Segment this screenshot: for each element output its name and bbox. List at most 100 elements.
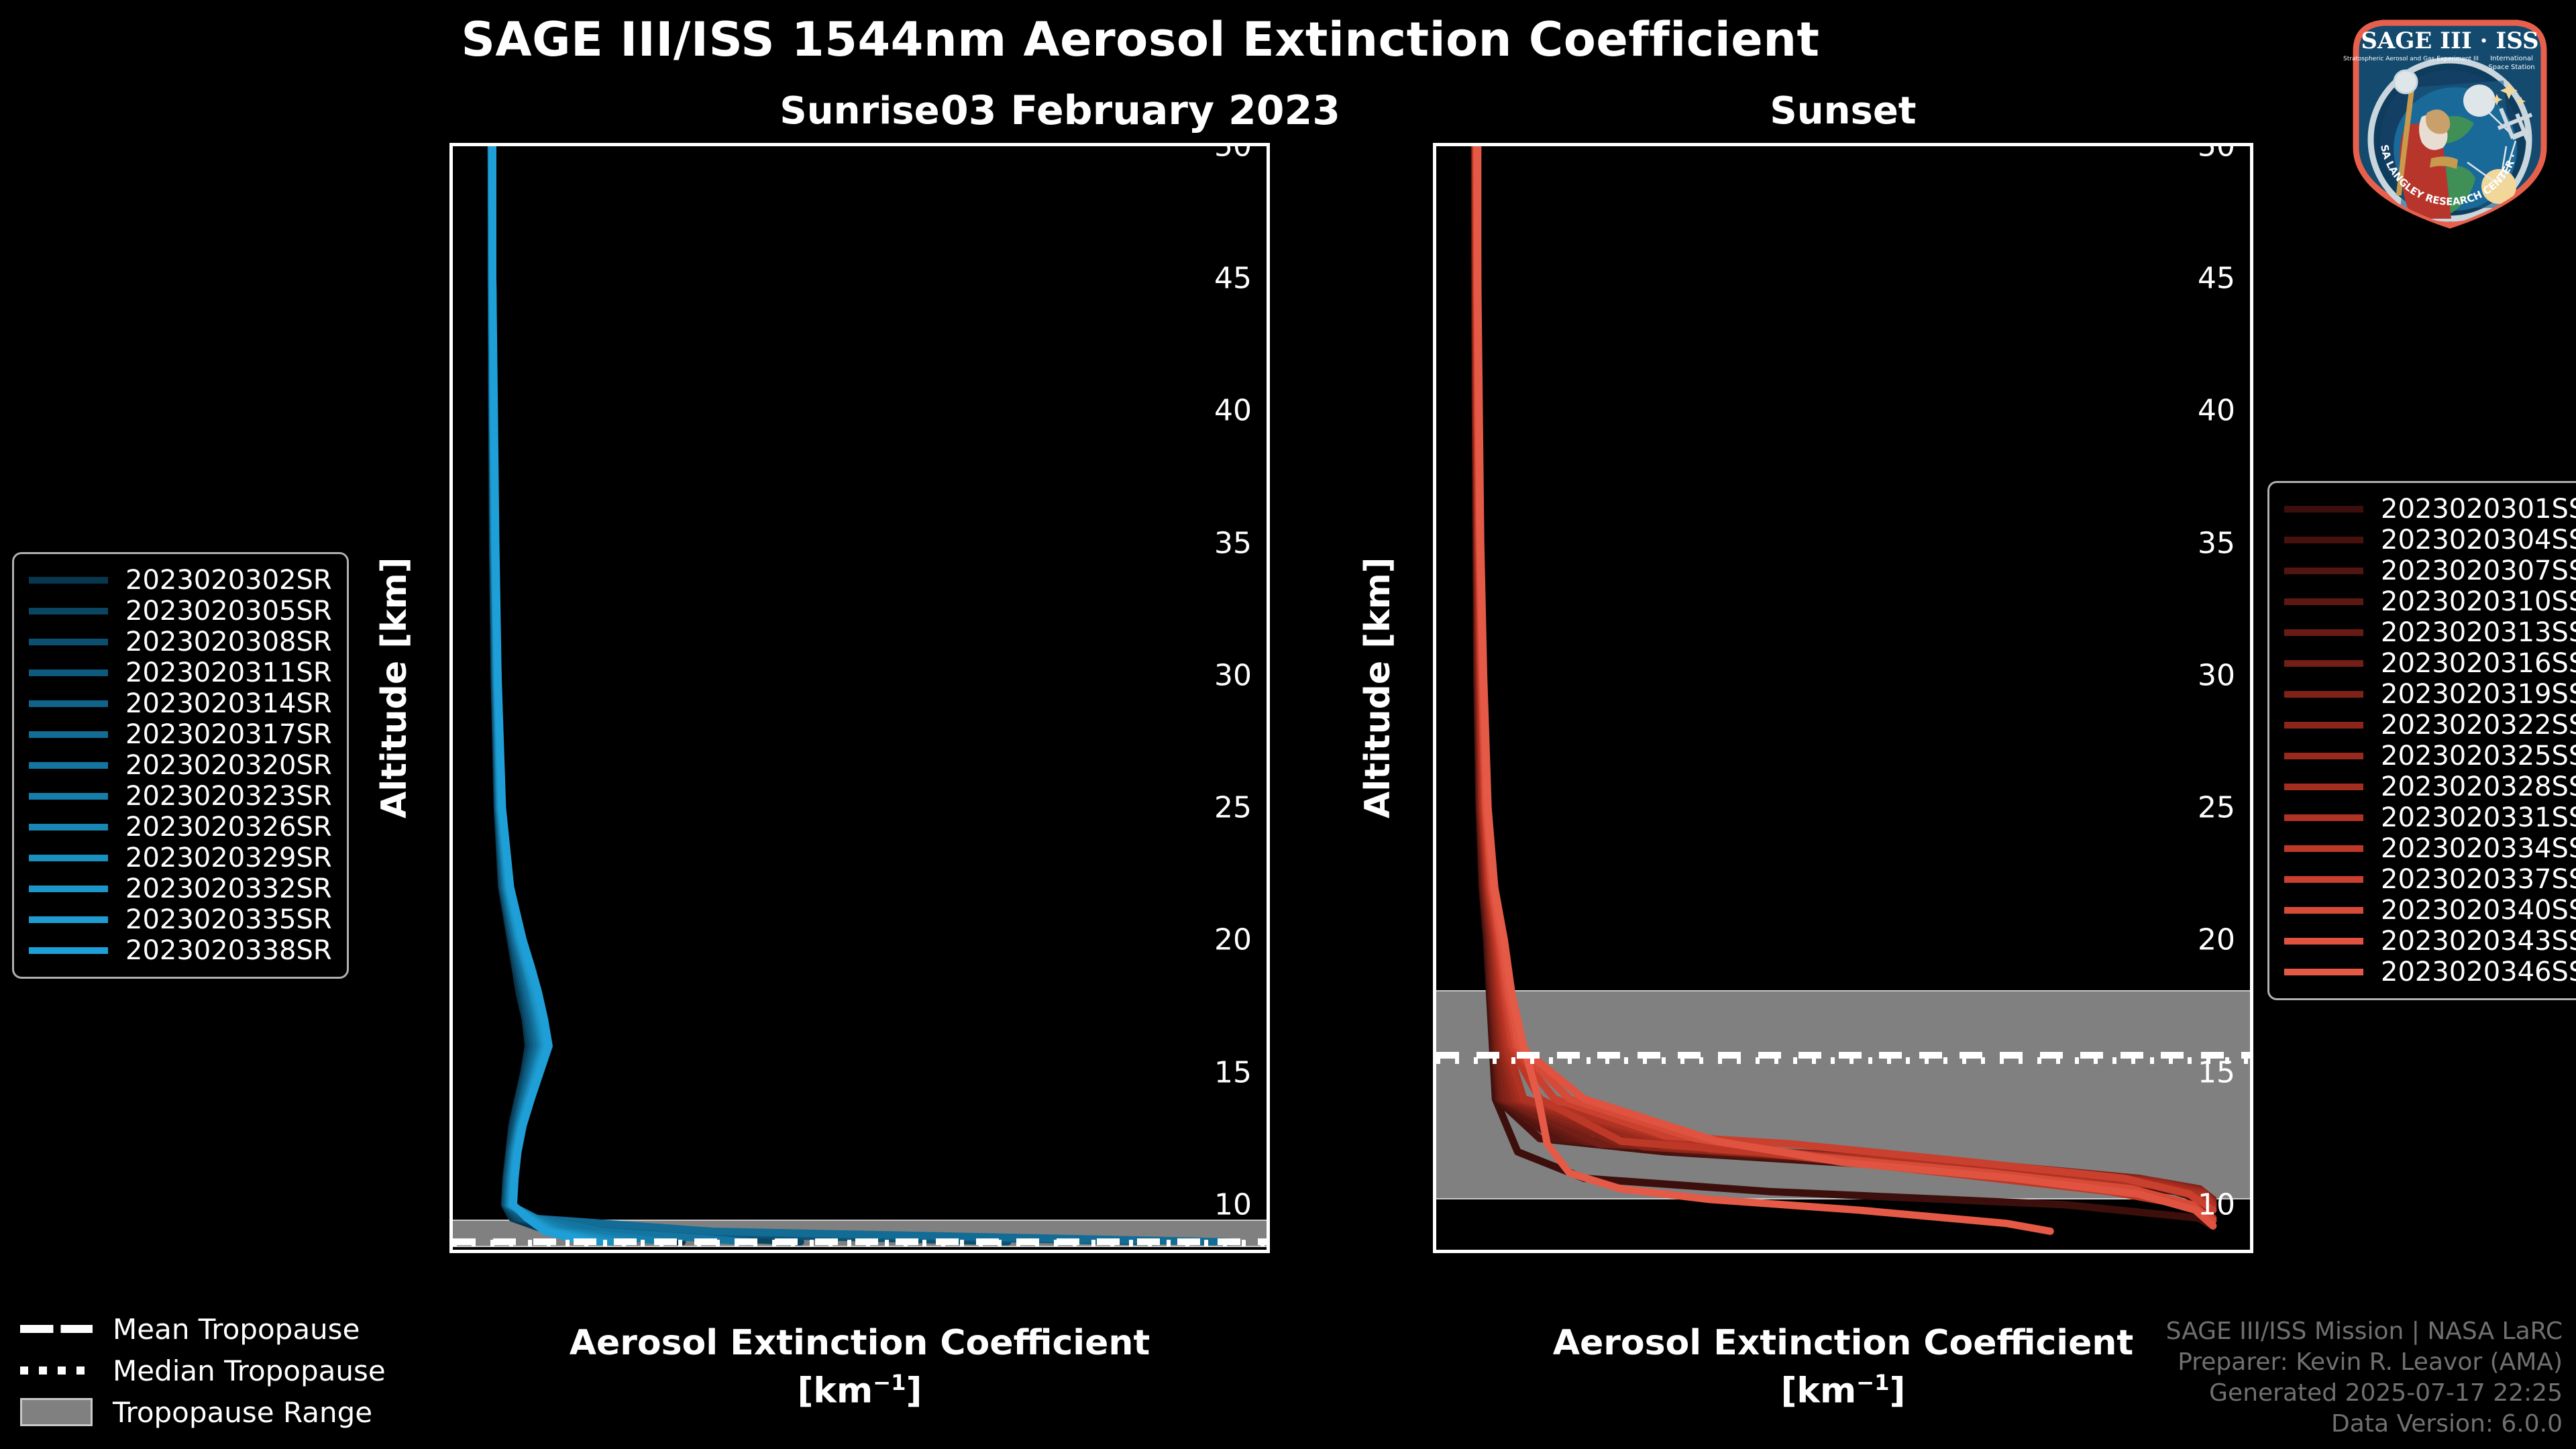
sunrise-legend[interactable]: 2023020302SR 2023020305SR 2023020308SR 2023… — [12, 552, 349, 979]
legend-event-label: 2023020319SS — [2381, 679, 2576, 710]
x-axis-tick-mark — [1768, 1250, 1770, 1253]
legend-item[interactable]: 2023020329SR — [29, 843, 332, 873]
legend-item[interactable]: 2023020325SS — [2284, 741, 2576, 771]
unit-prefix: [km — [797, 1371, 873, 1411]
legend-item[interactable]: 2023020304SS — [2284, 525, 2576, 555]
sunset-legend[interactable]: 2023020301SS 2023020304SS 2023020307SS 2023… — [2267, 481, 2576, 1000]
legend-item[interactable]: 2023020302SR — [29, 565, 332, 596]
legend-event-label: 2023020307SS — [2381, 555, 2576, 586]
legend-event-label: 2023020310SS — [2381, 586, 2576, 617]
profile-line — [1477, 146, 2213, 1208]
legend-item[interactable]: 2023020317SR — [29, 719, 332, 750]
legend-event-label: 2023020332SR — [125, 873, 332, 904]
filled-box-icon — [20, 1398, 93, 1426]
profile-line — [1475, 146, 2213, 1202]
y-axis-tick-label: 50 — [2198, 143, 2235, 164]
legend-item[interactable]: 2023020305SR — [29, 596, 332, 627]
legend-item[interactable]: 2023020320SR — [29, 750, 332, 781]
profile-line — [1475, 146, 2213, 1202]
x-axis-tick-mark — [637, 1250, 639, 1253]
legend-item[interactable]: 2023020319SS — [2284, 679, 2576, 710]
patch-subtitle-left: Stratospheric Aerosol and Gas Experiment… — [2343, 56, 2479, 62]
legend-item[interactable]: 2023020337SS — [2284, 864, 2576, 895]
y-axis-tick-label: 20 — [1214, 922, 1252, 957]
legend-item[interactable]: 2023020343SS — [2284, 926, 2576, 957]
tropopause-legend: Mean Tropopause Median Tropopause Tropop… — [20, 1308, 386, 1433]
legend-item[interactable]: 2023020313SS — [2284, 617, 2576, 648]
legend-line-swatch — [2284, 691, 2363, 698]
y-axis-tick-label: 20 — [2198, 922, 2235, 957]
profile-line — [1474, 146, 2213, 1226]
legend-item[interactable]: 2023020331SS — [2284, 802, 2576, 833]
x-axis-tick-mark — [2212, 1250, 2214, 1253]
legend-label-tropopause-range: Tropopause Range — [113, 1395, 373, 1429]
sunset-panel-heading: Sunset — [1770, 89, 1917, 133]
legend-item[interactable]: 2023020311SR — [29, 657, 332, 688]
patch-figure — [2393, 69, 2458, 219]
x-axis-tick-mark — [1228, 1250, 1231, 1253]
y-axis-tick-mark — [1433, 145, 1436, 148]
x-axis-tick-mark — [784, 1250, 787, 1253]
legend-line-swatch — [29, 824, 108, 830]
y-axis-tick-mark — [1433, 277, 1436, 280]
legend-event-label: 2023020337SS — [2381, 864, 2576, 895]
credit-mission: SAGE III/ISS Mission | NASA LaRC — [2165, 1317, 2563, 1345]
sunset-x-axis-title: Aerosol Extinction Coefficient — [1552, 1323, 2134, 1363]
legend-event-label: 2023020323SR — [125, 781, 332, 812]
legend-item[interactable]: 2023020314SR — [29, 688, 332, 719]
legend-event-label: 2023020335SR — [125, 904, 332, 935]
profile-line — [1474, 146, 2213, 1205]
legend-line-swatch — [2284, 629, 2363, 636]
y-axis-tick-mark — [1433, 409, 1436, 412]
profile-line — [1477, 146, 2213, 1210]
legend-event-label: 2023020305SR — [125, 596, 332, 627]
profile-line — [492, 146, 630, 1242]
x-axis-tick-mark — [1916, 1250, 1919, 1253]
y-axis-tick-label: 25 — [1214, 790, 1252, 825]
legend-item[interactable]: 2023020346SS — [2284, 957, 2576, 987]
legend-event-label: 2023020314SR — [125, 688, 332, 719]
sage-iii-iss-mission-patch-logo: SAGE III · ISS Stratospheric Aerosol and… — [2336, 7, 2547, 229]
y-axis-tick-label: 15 — [1214, 1055, 1252, 1090]
profile-line — [492, 146, 600, 1242]
legend-item[interactable]: 2023020332SR — [29, 873, 332, 904]
y-axis-tick-mark — [1433, 938, 1436, 941]
legend-item[interactable]: 2023020322SS — [2284, 710, 2576, 741]
legend-item[interactable]: 2023020340SS — [2284, 895, 2576, 926]
y-axis-tick-label: 45 — [1214, 261, 1252, 296]
y-axis-tick-mark — [1433, 806, 1436, 809]
credit-preparer: Preparer: Kevin R. Leavor (AMA) — [2178, 1348, 2563, 1376]
legend-event-label: 2023020340SS — [2381, 895, 2576, 926]
legend-item[interactable]: 2023020326SR — [29, 812, 332, 843]
legend-item[interactable]: 2023020323SR — [29, 781, 332, 812]
patch-moon — [2463, 85, 2496, 117]
y-axis-tick-mark — [449, 938, 453, 941]
legend-item[interactable]: 2023020308SR — [29, 627, 332, 657]
legend-line-swatch — [2284, 598, 2363, 605]
legend-item[interactable]: 2023020334SS — [2284, 833, 2576, 864]
legend-item[interactable]: 2023020301SS — [2284, 494, 2576, 525]
y-axis-tick-label: 10 — [1214, 1187, 1252, 1222]
legend-item[interactable]: 2023020338SR — [29, 935, 332, 966]
legend-item[interactable]: 2023020335SR — [29, 904, 332, 935]
y-axis-tick-label: 40 — [1214, 393, 1252, 428]
profile-line — [491, 146, 682, 1242]
y-axis-tick-mark — [1433, 674, 1436, 677]
legend-line-swatch — [29, 762, 108, 769]
y-axis-tick-mark — [449, 145, 453, 148]
sunset-y-axis-title: Altitude [km] — [1358, 557, 1398, 818]
legend-line-swatch — [29, 855, 108, 861]
credit-generated: Generated 2025-07-17 22:25 — [2209, 1379, 2563, 1407]
y-axis-tick-label: 10 — [2198, 1187, 2235, 1222]
legend-event-label: 2023020334SS — [2381, 833, 2576, 864]
profile-line — [492, 146, 593, 1242]
legend-item[interactable]: 2023020328SS — [2284, 771, 2576, 802]
legend-item[interactable]: 2023020310SS — [2284, 586, 2576, 617]
legend-label-mean-tropopause: Mean Tropopause — [113, 1312, 360, 1346]
legend-line-swatch — [29, 577, 108, 584]
x-axis-tick-mark — [488, 1250, 491, 1253]
legend-item[interactable]: 2023020307SS — [2284, 555, 2576, 586]
profile-line — [492, 146, 612, 1242]
legend-item[interactable]: 2023020316SS — [2284, 648, 2576, 679]
legend-event-label: 2023020308SR — [125, 627, 332, 657]
